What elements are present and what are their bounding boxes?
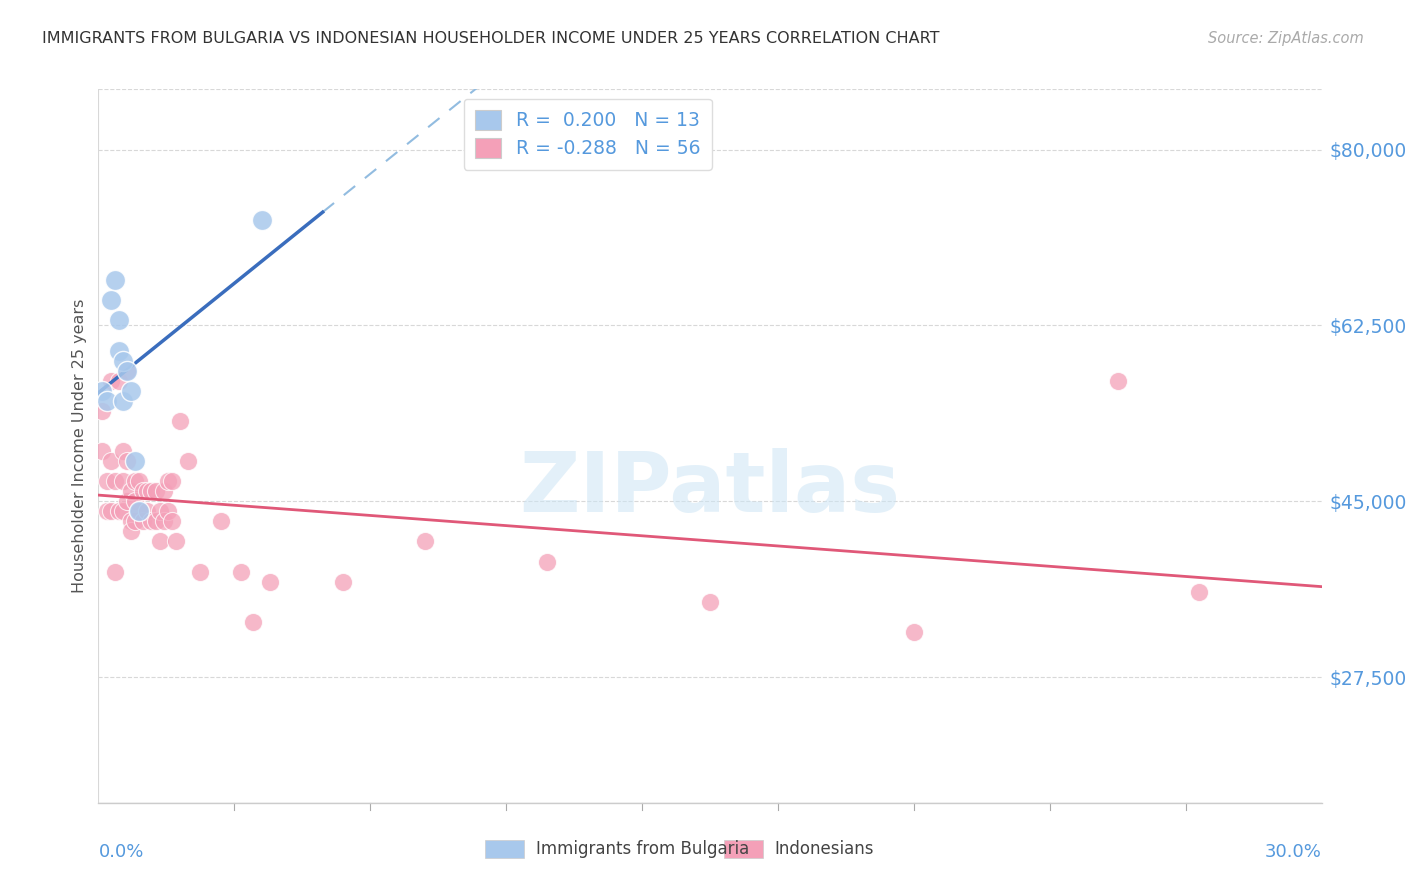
Point bbox=[1188, 584, 1211, 599]
Point bbox=[128, 504, 150, 518]
Point bbox=[160, 515, 183, 529]
Point bbox=[104, 474, 127, 488]
Point bbox=[132, 515, 155, 529]
Point bbox=[115, 494, 138, 508]
Point bbox=[120, 384, 142, 398]
Point bbox=[124, 474, 146, 488]
Point bbox=[120, 524, 142, 539]
Point bbox=[100, 293, 122, 308]
Point bbox=[156, 504, 179, 518]
Point bbox=[128, 504, 150, 518]
Point bbox=[124, 454, 146, 468]
Point bbox=[165, 534, 187, 549]
Point bbox=[108, 374, 131, 388]
Point bbox=[413, 534, 436, 549]
Point bbox=[169, 414, 191, 428]
Point bbox=[149, 504, 172, 518]
Point bbox=[188, 565, 212, 579]
Point bbox=[124, 494, 146, 508]
Text: 30.0%: 30.0% bbox=[1265, 843, 1322, 861]
Point bbox=[91, 444, 114, 458]
Point bbox=[115, 363, 138, 377]
Point bbox=[145, 484, 167, 499]
Point bbox=[108, 343, 131, 358]
Point bbox=[111, 393, 134, 408]
Point bbox=[104, 273, 127, 287]
Point bbox=[100, 504, 122, 518]
Point bbox=[111, 444, 134, 458]
Point bbox=[120, 484, 142, 499]
Point bbox=[536, 555, 558, 569]
Point bbox=[903, 624, 925, 639]
Text: IMMIGRANTS FROM BULGARIA VS INDONESIAN HOUSEHOLDER INCOME UNDER 25 YEARS CORRELA: IMMIGRANTS FROM BULGARIA VS INDONESIAN H… bbox=[42, 31, 939, 46]
Legend: R =  0.200   N = 13, R = -0.288   N = 56: R = 0.200 N = 13, R = -0.288 N = 56 bbox=[464, 99, 711, 169]
Text: Immigrants from Bulgaria: Immigrants from Bulgaria bbox=[536, 840, 749, 858]
Point bbox=[124, 515, 146, 529]
Point bbox=[100, 374, 122, 388]
Point bbox=[96, 393, 118, 408]
Point bbox=[108, 504, 131, 518]
Point bbox=[104, 565, 127, 579]
Point bbox=[91, 404, 114, 418]
Text: Source: ZipAtlas.com: Source: ZipAtlas.com bbox=[1208, 31, 1364, 46]
Point bbox=[231, 565, 253, 579]
Point bbox=[149, 534, 172, 549]
Point bbox=[115, 363, 138, 377]
Point bbox=[120, 515, 142, 529]
Point bbox=[111, 474, 134, 488]
Point bbox=[136, 484, 159, 499]
Point bbox=[96, 474, 118, 488]
Point bbox=[141, 515, 163, 529]
Point bbox=[132, 484, 155, 499]
Point bbox=[128, 474, 150, 488]
Point bbox=[96, 504, 118, 518]
Point bbox=[209, 515, 232, 529]
Point bbox=[250, 212, 273, 227]
Point bbox=[152, 484, 174, 499]
Point bbox=[259, 574, 281, 589]
Point bbox=[141, 484, 163, 499]
Point bbox=[100, 454, 122, 468]
Point bbox=[177, 454, 200, 468]
Point bbox=[332, 574, 354, 589]
Point bbox=[145, 515, 167, 529]
Point bbox=[160, 474, 183, 488]
Y-axis label: Householder Income Under 25 years: Householder Income Under 25 years bbox=[72, 299, 87, 593]
Text: 0.0%: 0.0% bbox=[98, 843, 143, 861]
Point bbox=[152, 515, 174, 529]
Point bbox=[111, 504, 134, 518]
Point bbox=[111, 353, 134, 368]
Point bbox=[91, 384, 114, 398]
Text: Indonesians: Indonesians bbox=[775, 840, 875, 858]
Text: ZIPatlas: ZIPatlas bbox=[520, 449, 900, 529]
Point bbox=[136, 504, 159, 518]
Point bbox=[1107, 374, 1129, 388]
Point bbox=[699, 595, 721, 609]
Point bbox=[242, 615, 264, 629]
Point bbox=[108, 313, 131, 327]
Point bbox=[156, 474, 179, 488]
Point bbox=[115, 454, 138, 468]
